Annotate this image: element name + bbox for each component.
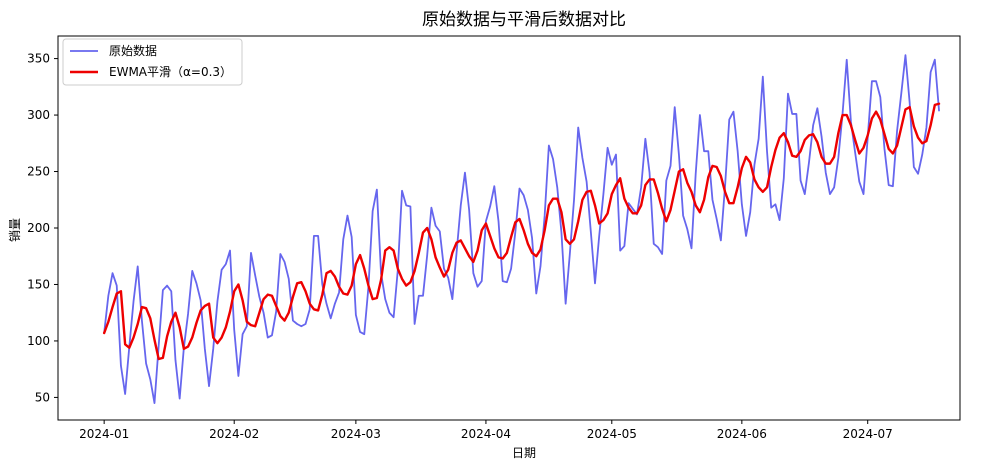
series-line-raw: [103, 54, 940, 404]
x-tick-label: 2024-04: [461, 427, 511, 441]
x-tick-label: 2024-07: [843, 427, 893, 441]
x-tick-label: 2024-06: [717, 427, 767, 441]
y-tick-label: 250: [27, 165, 50, 179]
legend-box: [62, 38, 243, 86]
plot-area: [102, 54, 941, 404]
y-tick-label: 200: [27, 221, 50, 235]
series-line-ewma: [102, 102, 941, 361]
y-axis-label: 销量: [8, 218, 22, 242]
y-tick-label: 150: [27, 277, 50, 291]
x-tick-label: 2024-05: [587, 427, 637, 441]
legend: 原始数据 EWMA平滑（α=0.3）: [62, 38, 243, 86]
y-tick-label: 100: [27, 334, 50, 348]
x-tick-label: 2024-01: [79, 427, 129, 441]
x-axis-label: 日期: [512, 446, 536, 460]
x-tick-label: 2024-02: [209, 427, 259, 441]
chart-title: 原始数据与平滑后数据对比: [422, 10, 626, 30]
x-tick-label: 2024-03: [331, 427, 381, 441]
y-tick-label: 50: [35, 390, 50, 404]
axes: 50 100 150 200 250 300 350 2024-01 2024-02 2024-0…: [27, 35, 961, 441]
legend-label-raw: 原始数据: [109, 43, 157, 58]
y-tick-label: 300: [27, 108, 50, 122]
y-tick-label: 350: [27, 52, 50, 66]
legend-label-ewma: EWMA平滑（α=0.3）: [109, 65, 232, 79]
